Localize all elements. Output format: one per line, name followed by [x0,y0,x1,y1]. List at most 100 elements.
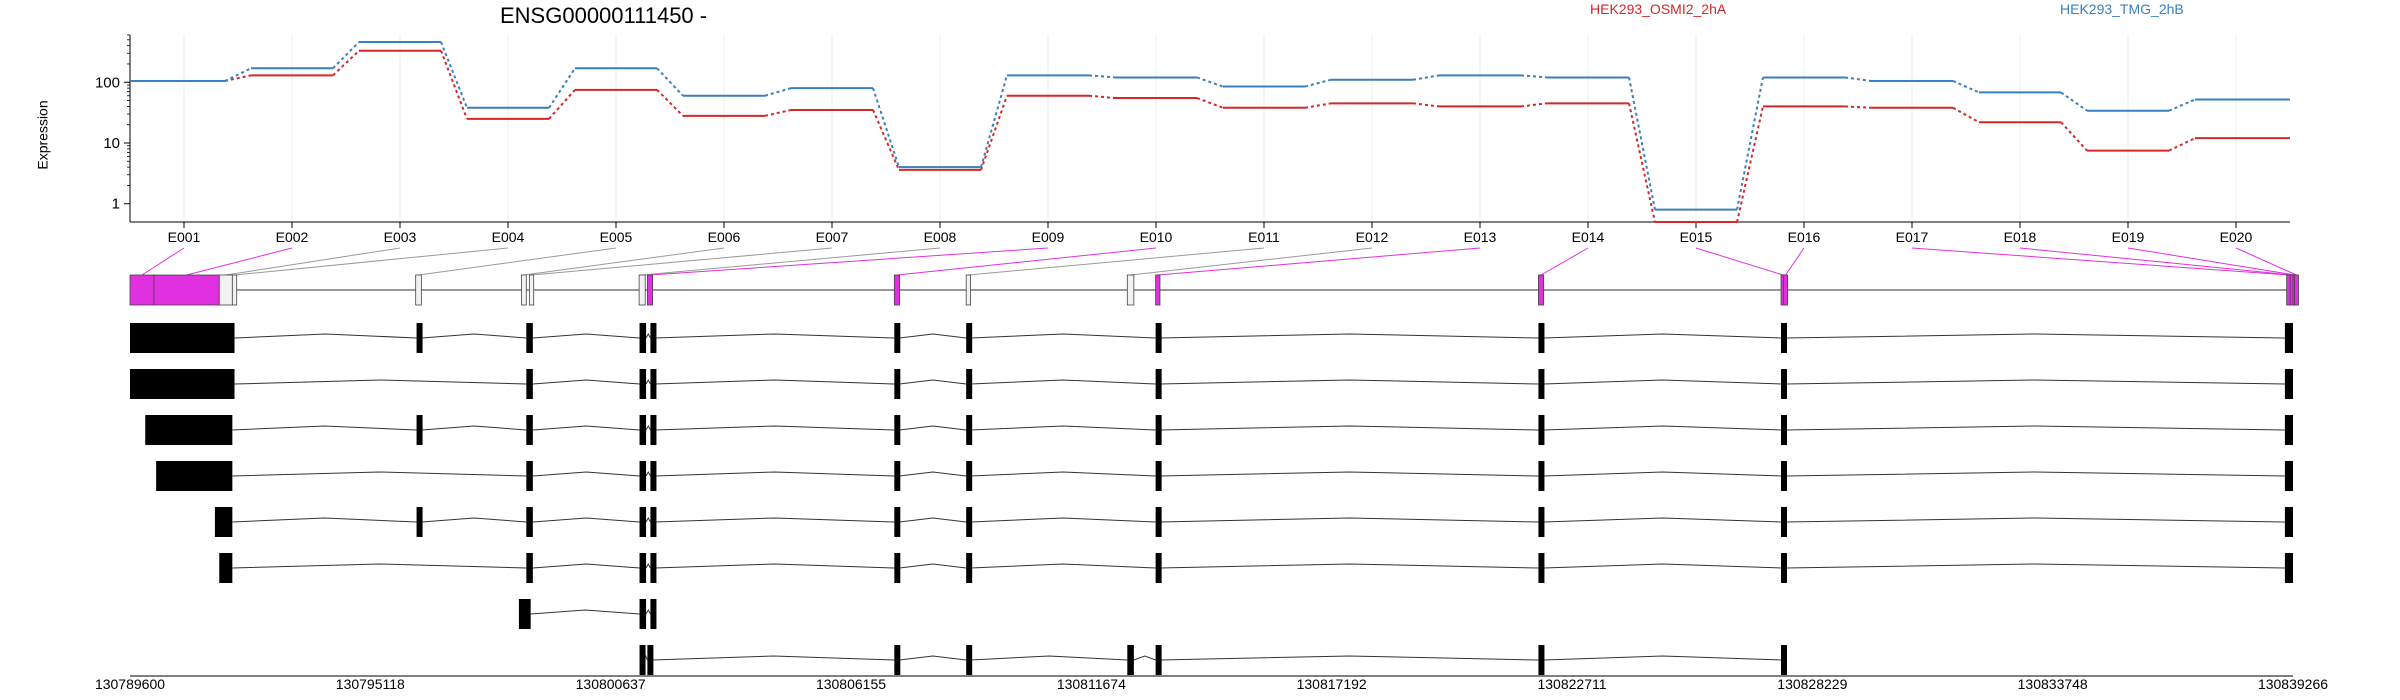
gene-model [129,274,2299,675]
intron [421,333,527,339]
connector [1736,77,1764,210]
exon [1155,507,1162,537]
intron [532,563,640,569]
coordinate-axis: 130789600 130795118 130800637 130806155 1308… [95,675,2328,692]
exon [416,323,423,353]
transcript-4 [156,461,2293,491]
exon [639,461,647,491]
x-tick-label: E012 [1356,229,1389,245]
exon [1781,507,1788,537]
intron [654,471,895,477]
connector [224,74,252,82]
link-E010 [896,247,1157,276]
x-tick-label: E008 [924,229,957,245]
exon [966,553,973,583]
exon-bin-E010 [893,274,900,306]
coordinate-tick-label: 130817192 [1297,676,1367,692]
exon-bin-E007 [528,274,535,306]
link-E001 [141,247,185,276]
exon [1538,323,1545,353]
connector [1520,74,1548,79]
intron [645,516,651,523]
exon [650,461,657,491]
exon [1781,645,1788,675]
intron [654,517,895,523]
coordinate-tick-label: 130795118 [336,676,405,692]
intron [421,425,527,431]
exon [650,369,657,399]
intron [899,655,967,661]
exon-bin-E004 [231,274,238,306]
exon-bin-E016 [1783,274,1789,306]
exon [219,553,233,583]
x-tick-label: E017 [1896,229,1929,245]
exon-bin-E012 [1126,274,1135,306]
connector [2060,121,2088,152]
x-axis: E001 E002 E003 E004 E005 E006 E007 E008 E009 E010… [130,221,2290,245]
intron [645,332,651,339]
exon [894,507,901,537]
exon [526,323,533,353]
intron [899,563,967,569]
exon [1538,553,1545,583]
coordinate-tick-label: 130789600 [95,676,165,692]
exon [526,507,533,537]
exon [526,553,533,583]
connector [1088,94,1116,100]
link-E008 [642,247,941,276]
link-E018 [2019,247,2293,276]
connector [656,89,684,117]
connector [1412,102,1440,108]
intron [530,609,640,615]
exon [1538,369,1545,399]
intron [645,608,651,615]
coordinate-tick-label: 130833748 [2018,676,2088,692]
connector [1628,77,1656,210]
intron [1785,425,2285,431]
x-tick-label: E014 [1572,229,1605,245]
exon [966,461,973,491]
intron [970,471,1156,477]
intron [1543,655,1782,661]
exon-bin-E009 [646,274,654,306]
link-E005 [418,247,617,276]
intron [1543,425,1782,431]
link-E009 [649,247,1049,276]
intron [234,379,527,385]
connector [764,108,792,117]
legend-series-2: HEK293_TMG_2hB [2060,1,2184,17]
exon [639,553,647,583]
transcript-8 [639,645,1788,675]
connector [332,41,360,69]
exon [894,369,901,399]
connector [872,87,900,168]
intron [1133,655,1156,661]
intron [970,425,1156,431]
intron [234,333,417,339]
intron [1543,471,1782,477]
exon-bin-links [141,247,2297,276]
intron [1159,425,1539,431]
exon [526,461,533,491]
exon [1155,369,1162,399]
intron [532,471,640,477]
intron [1159,379,1539,385]
x-tick-label: E013 [1464,229,1497,245]
intron [1785,517,2285,523]
exon [966,369,973,399]
connector [1844,105,1872,109]
intron [1785,563,2285,569]
connector [1628,103,1656,223]
intron [654,425,895,431]
exon [1538,645,1545,675]
summary-track [129,274,2299,306]
link-E019 [2127,247,2296,276]
exon [1781,369,1788,399]
exon [894,415,901,445]
intron [970,333,1156,339]
exon [2284,461,2293,491]
exon [966,415,973,445]
exon-bin-E020 [2294,274,2299,306]
x-tick-label: E002 [276,229,309,245]
